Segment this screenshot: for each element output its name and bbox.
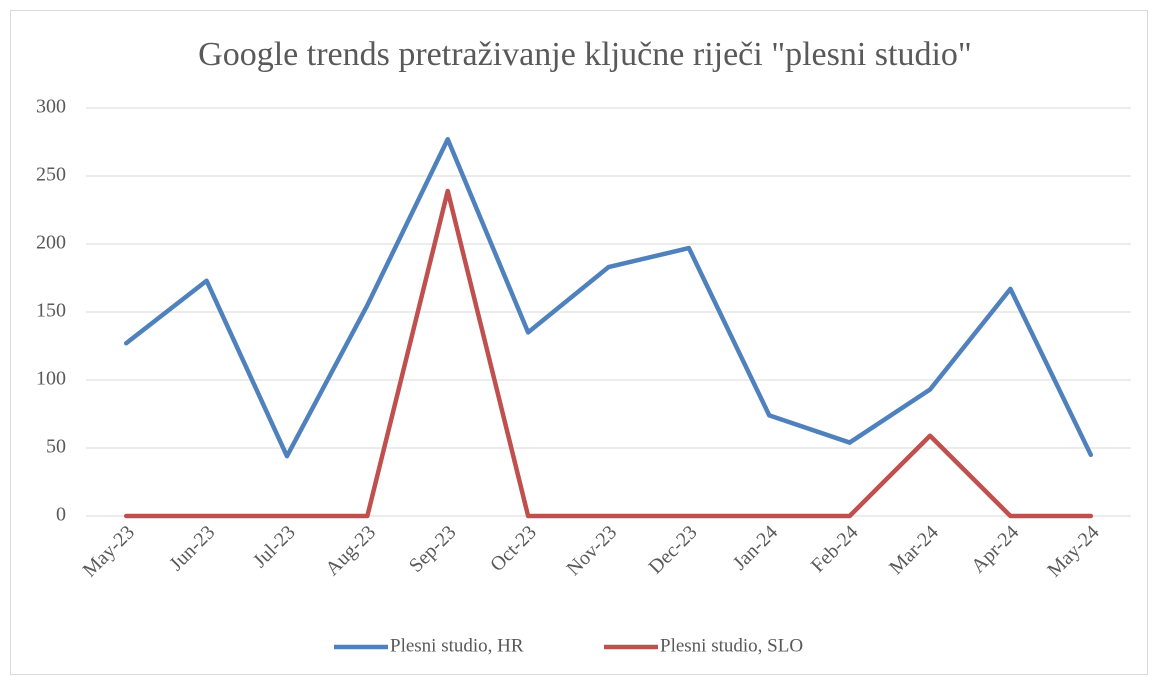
x-tick-label: Nov-23	[563, 521, 622, 580]
y-tick-label: 200	[36, 232, 66, 254]
x-tick-label: Jul-23	[249, 521, 300, 572]
y-tick-label: 150	[36, 300, 66, 322]
x-tick-label: Dec-23	[644, 521, 701, 578]
y-tick-label: 50	[46, 436, 66, 458]
x-tick-label: Feb-24	[807, 521, 863, 577]
y-tick-label: 250	[36, 164, 66, 186]
x-tick-label: Apr-24	[967, 521, 1023, 577]
chart-title: Google trends pretraživanje ključne rije…	[198, 36, 972, 73]
x-tick-label: May-23	[79, 521, 139, 581]
x-tick-label: May-24	[1043, 521, 1103, 581]
x-tick-label: Sep-23	[405, 521, 461, 577]
legend-label: Plesni studio, HR	[390, 635, 524, 656]
y-tick-label: 300	[36, 96, 66, 118]
series-line	[123, 188, 1094, 519]
x-tick-label: Jan-24	[729, 521, 782, 574]
y-tick-label: 0	[56, 504, 66, 526]
x-tick-label: Mar-24	[885, 521, 943, 579]
x-tick-label: Jun-23	[165, 521, 219, 575]
y-tick-label: 100	[36, 368, 66, 390]
legend-label: Plesni studio, SLO	[660, 635, 803, 656]
x-tick-label: Aug-23	[321, 521, 380, 580]
x-tick-label: Oct-23	[486, 521, 541, 576]
chart-border	[10, 10, 1148, 675]
series-line	[123, 137, 1094, 459]
